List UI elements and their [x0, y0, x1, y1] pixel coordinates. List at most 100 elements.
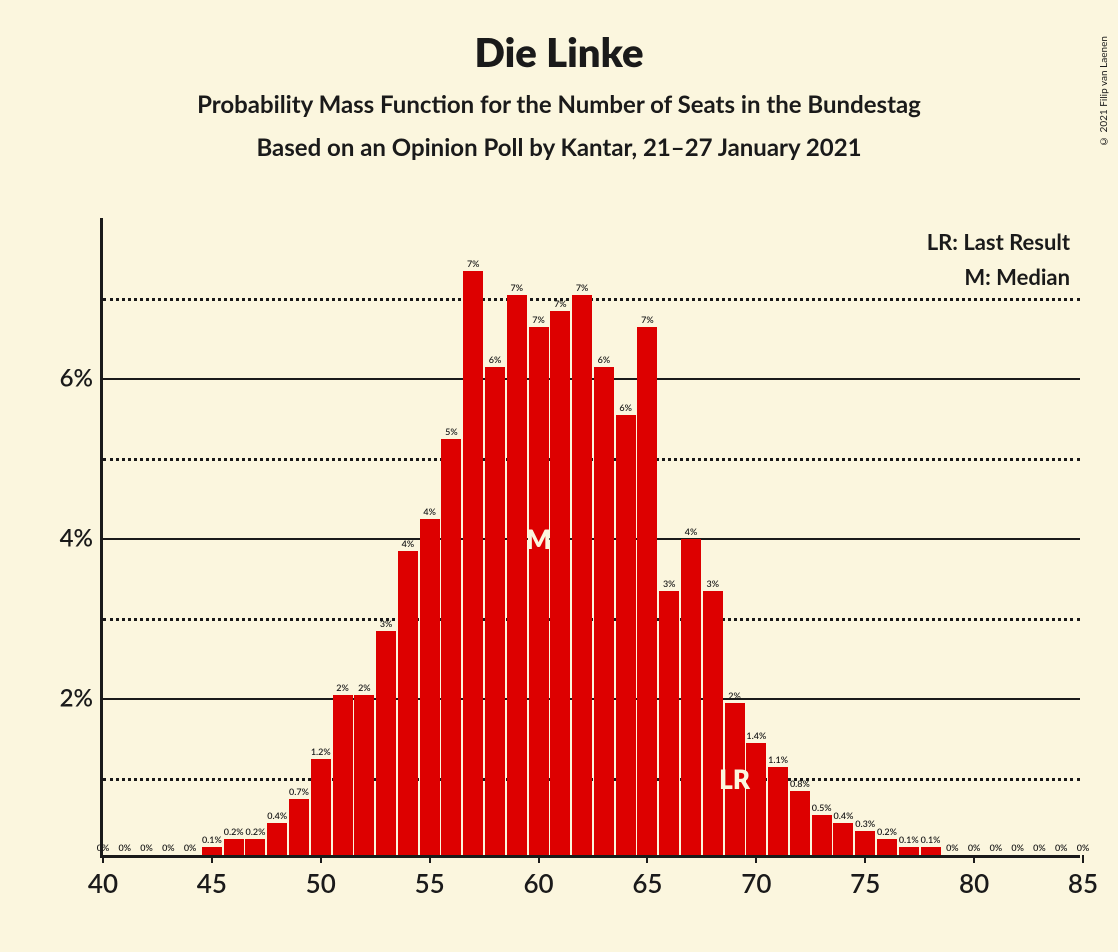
bar: 7% — [550, 311, 570, 855]
bar-label: 0.5% — [812, 802, 832, 813]
bar-label: 3% — [380, 618, 393, 629]
bar: 4% — [681, 539, 701, 855]
last-result-marker: LR — [719, 763, 750, 795]
ytick-label: 2% — [60, 684, 93, 713]
bar: 6% — [485, 367, 505, 855]
bar-label: 6% — [619, 402, 632, 413]
bar: 4% — [420, 519, 440, 855]
bar: 0.1% — [899, 847, 919, 855]
xtick-label: 80 — [959, 867, 989, 899]
xtick-label: 60 — [523, 867, 553, 899]
bar-label: 7% — [641, 314, 654, 325]
bar-label: 0% — [140, 842, 153, 853]
bar-label: 0.1% — [202, 834, 222, 845]
bar-label: 3% — [707, 578, 720, 589]
bar: 6% — [594, 367, 614, 855]
bar: 2% — [354, 695, 374, 855]
xtick-mark — [538, 855, 540, 863]
bar: 1.1% — [768, 767, 788, 855]
bar-label: 4% — [423, 506, 436, 517]
xtick-label: 65 — [632, 867, 662, 899]
bar-label: 0.2% — [877, 826, 897, 837]
bar: 1.2% — [311, 759, 331, 855]
bar: 0.2% — [877, 839, 897, 855]
xtick-mark — [211, 855, 213, 863]
xtick-mark — [864, 855, 866, 863]
bar-label: 1.2% — [311, 746, 331, 757]
bar-label: 0% — [990, 842, 1003, 853]
bar-label: 4% — [685, 526, 698, 537]
bar-label: 0% — [162, 842, 175, 853]
bar-label: 0% — [97, 842, 110, 853]
bar-label: 0% — [1033, 842, 1046, 853]
bar-label: 0.1% — [921, 834, 941, 845]
bar-label: 7% — [467, 258, 480, 269]
bar-label: 0% — [1077, 842, 1090, 853]
chart-subtitle: Probability Mass Function for the Number… — [0, 90, 1118, 119]
bar: 3% — [703, 591, 723, 855]
bar: 0.1% — [202, 847, 222, 855]
xtick-label: 40 — [88, 867, 118, 899]
xtick-mark — [1082, 855, 1084, 863]
bar-label: 0% — [1011, 842, 1024, 853]
bar-label: 1.4% — [746, 730, 766, 741]
xtick-label: 70 — [741, 867, 771, 899]
bar-label: 6% — [489, 354, 502, 365]
bar-label: 0.2% — [224, 826, 244, 837]
bar: 0.5% — [812, 815, 832, 855]
xtick-mark — [320, 855, 322, 863]
bar-label: 7% — [554, 298, 567, 309]
bar-label: 2% — [728, 690, 741, 701]
bar: 4% — [398, 551, 418, 855]
bar-label: 3% — [663, 578, 676, 589]
bar: 6% — [616, 415, 636, 855]
bar-label: 0.1% — [899, 834, 919, 845]
bar-label: 7% — [576, 282, 589, 293]
legend-lr: LR: Last Result — [927, 224, 1070, 259]
bar: 7% — [529, 327, 549, 855]
copyright-text: © 2021 Filip van Laenen — [1098, 36, 1110, 147]
xtick-mark — [755, 855, 757, 863]
bar: 2% — [333, 695, 353, 855]
bar-label: 5% — [445, 426, 458, 437]
xtick-mark — [429, 855, 431, 863]
bar: 0.1% — [921, 847, 941, 855]
bar-label: 0.2% — [246, 826, 266, 837]
bar-label: 4% — [402, 538, 415, 549]
bar-label: 0% — [119, 842, 132, 853]
bar: 7% — [572, 295, 592, 855]
chart-container: LR: Last Result M: Median 2%4%6%40455055… — [40, 218, 1080, 918]
xtick-mark — [102, 855, 104, 863]
bar: 5% — [441, 439, 461, 855]
bar: 0.2% — [245, 839, 265, 855]
bar: 0.7% — [289, 799, 309, 855]
bar-label: 0.3% — [855, 818, 875, 829]
bar-label: 0% — [1055, 842, 1068, 853]
ytick-label: 4% — [60, 524, 93, 553]
bar: 7% — [637, 327, 657, 855]
legend: LR: Last Result M: Median — [927, 224, 1070, 294]
bar-label: 1.1% — [768, 754, 788, 765]
bar-label: 7% — [511, 282, 524, 293]
xtick-label: 85 — [1068, 867, 1098, 899]
bar: 3% — [659, 591, 679, 855]
bar-label: 2% — [336, 682, 349, 693]
bar: 0.8% — [790, 791, 810, 855]
bar-label: 0.7% — [289, 786, 309, 797]
xtick-label: 55 — [415, 867, 445, 899]
xtick-mark — [973, 855, 975, 863]
xtick-label: 75 — [850, 867, 880, 899]
bar-label: 0.4% — [267, 810, 287, 821]
bar-label: 2% — [358, 682, 371, 693]
bar-label: 0% — [946, 842, 959, 853]
bar: 0.4% — [833, 823, 853, 855]
bar-label: 6% — [598, 354, 611, 365]
bar: 7% — [463, 271, 483, 855]
bar: 0.3% — [855, 831, 875, 855]
bar-label: 7% — [532, 314, 545, 325]
median-marker: M — [526, 523, 551, 555]
xtick-label: 45 — [197, 867, 227, 899]
bar-label: 0% — [968, 842, 981, 853]
chart-subtitle2: Based on an Opinion Poll by Kantar, 21–2… — [0, 133, 1118, 162]
bar-label: 0% — [184, 842, 197, 853]
